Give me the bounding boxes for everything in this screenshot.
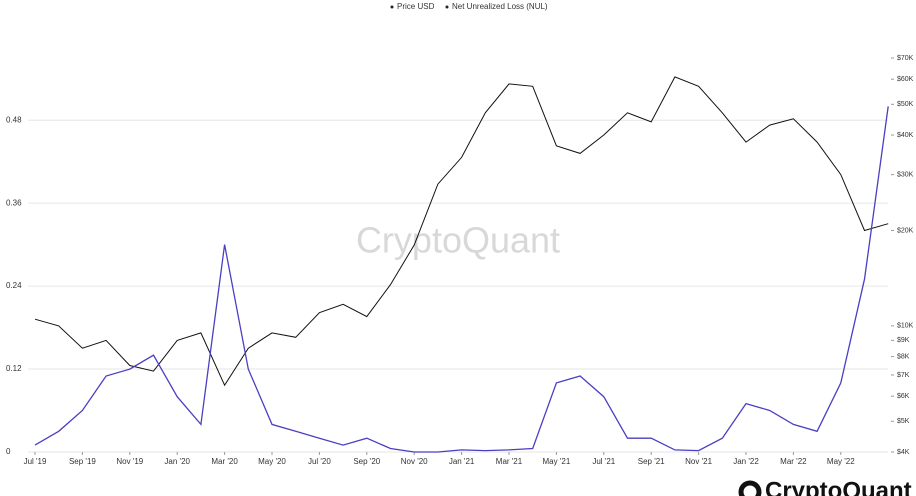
x-tick-label: Jul '21 (592, 457, 615, 466)
y2-tick-label: $6K (897, 393, 910, 400)
y2-tick-label: $9K (897, 337, 910, 344)
y2-tick-label: $7K (897, 372, 910, 379)
legend-label: Price USD (397, 2, 435, 11)
x-tick-label: May '22 (827, 457, 855, 466)
series-line (34, 76, 889, 387)
logo-icon (738, 480, 762, 496)
y2-tick-label: $70K (897, 55, 914, 62)
y-tick-label: 0.36 (6, 198, 22, 207)
x-tick-label: Mar '22 (780, 457, 807, 466)
y2-tick-label: $8K (897, 353, 910, 360)
y-tick-label: 0.12 (6, 364, 22, 373)
y2-tick-label: $10K (897, 323, 914, 330)
x-tick-label: May '21 (543, 457, 571, 466)
y-tick-label: 0 (6, 447, 11, 456)
watermark: CryptoQuant (356, 220, 560, 261)
x-tick-label: Jul '19 (24, 457, 47, 466)
y2-tick-label: $50K (897, 101, 914, 108)
logo: CryptoQuant (765, 477, 912, 496)
y-tick-label: 0.24 (6, 281, 22, 290)
x-tick-label: Mar '21 (496, 457, 523, 466)
y2-tick-label: $60K (897, 76, 914, 83)
x-tick-label: Jan '20 (164, 457, 190, 466)
x-tick-label: Jan '21 (449, 457, 475, 466)
x-tick-label: Nov '19 (116, 457, 143, 466)
y2-tick-label: $40K (897, 132, 914, 139)
y2-tick-label: $5K (897, 418, 910, 425)
x-tick-label: Sep '20 (353, 457, 380, 466)
y2-tick-label: $30K (897, 171, 914, 178)
y2-tick-label: $20K (897, 227, 914, 234)
x-tick-label: Nov '21 (685, 457, 712, 466)
x-tick-label: Sep '21 (638, 457, 665, 466)
x-tick-label: Nov '20 (401, 457, 428, 466)
series-line (34, 106, 889, 453)
legend-label: Net Unrealized Loss (NUL) (452, 2, 548, 11)
legend-marker (390, 5, 394, 9)
x-tick-label: Sep '19 (69, 457, 96, 466)
x-tick-label: Mar '20 (211, 457, 238, 466)
x-tick-label: Jul '20 (308, 457, 331, 466)
y2-tick-label: $4K (897, 449, 910, 456)
x-tick-label: May '20 (258, 457, 286, 466)
y-tick-label: 0.48 (6, 115, 22, 124)
x-tick-label: Jan '22 (733, 457, 759, 466)
legend-marker (445, 5, 449, 9)
